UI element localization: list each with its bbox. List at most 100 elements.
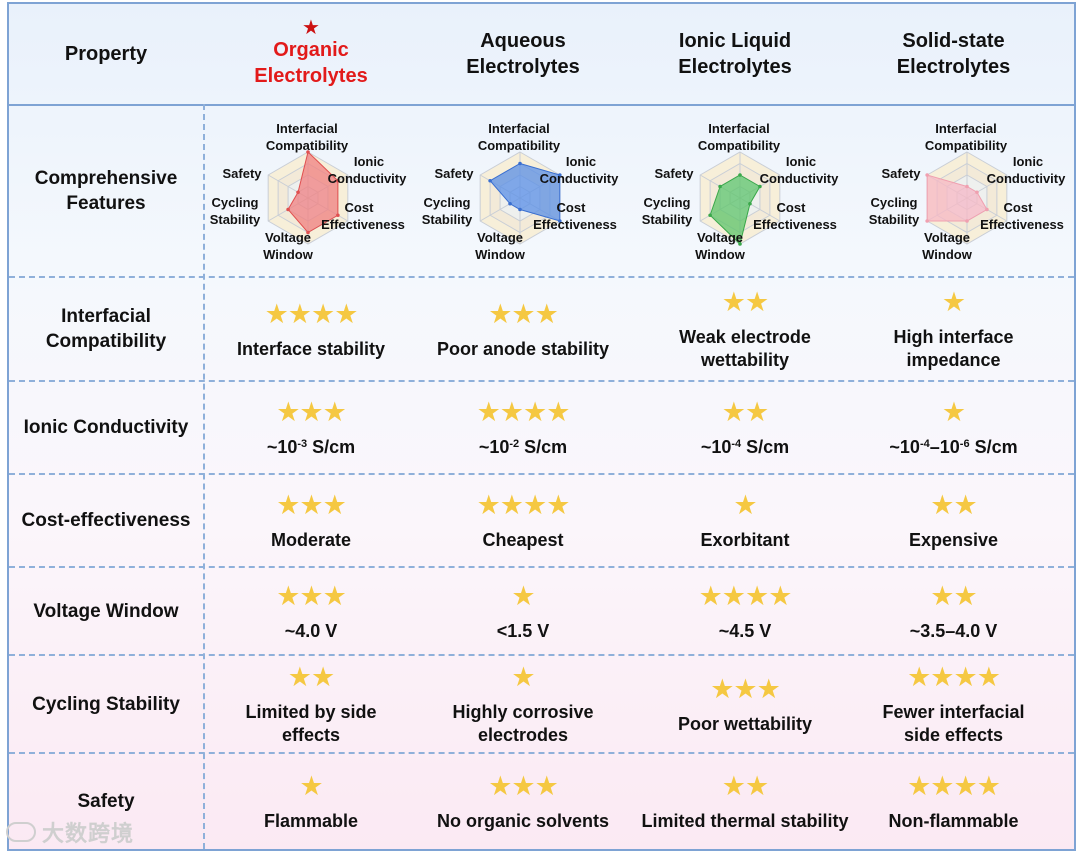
desc-line: Limited thermal stability: [641, 811, 849, 831]
cell-description: Limited thermal stability: [641, 810, 848, 833]
cell-description: Limited by side effects: [245, 701, 376, 747]
cell-cost-solid-state: ★★ Expensive: [841, 475, 1066, 566]
cell-description: Interface stability: [237, 338, 385, 361]
desc-line: Highly corrosive: [452, 702, 594, 722]
star-rating-icon: ★★: [721, 771, 769, 801]
cell-ionic-solid-state: ★ ~10-4–10-6 S/cm: [841, 382, 1066, 473]
star-rating-icon: ★★: [930, 580, 977, 611]
row-label-voltage: Voltage Window: [9, 568, 203, 654]
radar-point: [518, 207, 522, 212]
cell-description: Highly corrosive electrodes: [452, 701, 593, 747]
star-rating-icon: ★: [733, 490, 757, 520]
column-divider: [203, 104, 205, 849]
star-rating-icon: ★: [941, 287, 966, 317]
radar-point: [748, 201, 752, 206]
header-property: Property: [9, 4, 203, 104]
desc-line: Expensive: [908, 530, 999, 550]
radar-point: [488, 178, 492, 183]
axis-label-compatibility: Compatibility: [266, 138, 349, 153]
cell-description: Weak electrode wettability: [679, 326, 811, 372]
radar-point: [985, 207, 989, 212]
axis-label-cycling: Cycling: [212, 195, 259, 210]
axis-label-compatibility: Compatibility: [698, 138, 781, 153]
axis-label-ionic: Ionic: [786, 154, 816, 169]
cell-cost-aqueous: ★★★★ Cheapest: [417, 475, 629, 566]
cell-safety-aqueous: ★★★ No organic solvents: [417, 754, 629, 849]
row-divider: [9, 654, 1074, 656]
cell-ionic-aqueous: ★★★★ ~10-2 S/cm: [417, 382, 629, 473]
star-rating-icon: ★: [941, 397, 966, 427]
radar-point: [738, 242, 742, 246]
axis-label-stability: Stability: [422, 212, 473, 227]
cell-ionic-organic: ★★★ ~10-3 S/cm: [205, 382, 417, 473]
cell-description: Non-flammable: [888, 810, 1018, 833]
header-solid-state-line1: Solid-state: [902, 30, 1005, 52]
axis-label-cycling: Cycling: [424, 195, 471, 210]
axis-label-cost: Cost: [557, 200, 587, 215]
radar-point: [558, 219, 562, 223]
desc-line: side effects: [903, 725, 1004, 745]
star-rating-icon: ★★★: [276, 580, 347, 611]
radar-point: [306, 230, 310, 235]
cell-cycling-ionic-liquid: ★★★ Poor wettability: [629, 656, 861, 752]
header-ionic-liquid: Ionic Liquid Electrolytes: [629, 4, 841, 104]
comparison-table: Property ★ Organic Electrolytes Aqueous …: [7, 2, 1076, 851]
cell-description: Cheapest: [482, 529, 563, 552]
axis-label-voltage: Voltage: [697, 230, 743, 245]
star-rating-icon: ★★★★: [476, 397, 571, 427]
radar-point: [925, 173, 929, 177]
radar-point: [336, 178, 340, 183]
desc-line: Non-flammable: [888, 811, 1019, 831]
star-rating-icon: ★★★: [710, 673, 781, 704]
header-organic: ★ Organic Electrolytes: [205, 4, 417, 104]
exponent: -3: [297, 438, 308, 450]
star-rating-icon: ★: [299, 771, 323, 801]
radar-point: [758, 184, 762, 189]
radar-point: [306, 150, 310, 154]
row-label-line: Ionic Conductivity: [23, 417, 189, 438]
radar-point: [738, 173, 742, 177]
axis-label-effectiveness: Effectiveness: [753, 217, 837, 232]
radar-point: [508, 201, 512, 206]
star-rating-icon: ★★★★: [907, 771, 1001, 801]
axis-label-ionic: Ionic: [1013, 154, 1043, 169]
axis-label-window: Window: [475, 247, 526, 262]
cell-description: Poor wettability: [678, 713, 812, 736]
star-rating-icon: ★★★: [488, 298, 559, 329]
header-organic-line2: Electrolytes: [254, 65, 368, 87]
exponent: -4: [731, 438, 742, 450]
star-rating-icon: ★: [511, 580, 535, 611]
header-solid-state: Solid-state Electrolytes: [841, 4, 1066, 104]
header-organic-line1: Organic: [273, 39, 349, 61]
cell-safety-organic: ★ Flammable: [205, 754, 417, 849]
cell-interfacial-organic: ★★★★ Interface stability: [205, 278, 417, 380]
row-label-line: Cycling Stability: [32, 693, 180, 715]
cell-description: ~3.5–4.0 V: [910, 620, 998, 643]
cell-description: Moderate: [271, 529, 351, 552]
star-rating-icon: ★★★★: [264, 298, 359, 329]
cell-ionic-ionic-liquid: ★★ ~10-4 S/cm: [629, 382, 861, 473]
row-label-line: Cost-effectiveness: [21, 510, 191, 531]
desc-text: ~10: [889, 437, 920, 457]
row-divider: [9, 380, 1074, 382]
header-ionic-liquid-line1: Ionic Liquid: [678, 30, 792, 52]
header-solid-state-line2: Electrolytes: [896, 56, 1011, 78]
row-divider: [9, 566, 1074, 568]
cell-cycling-solid-state: ★★★★ Fewer interfacial side effects: [841, 656, 1066, 752]
radar-point: [558, 173, 562, 177]
axis-label-stability: Stability: [869, 212, 920, 227]
row-label-interfacial: Interfacial Compatibility: [9, 278, 203, 380]
cell-voltage-aqueous: ★ <1.5 V: [417, 568, 629, 654]
desc-line: electrodes: [477, 725, 569, 745]
row-label-cycling: Cycling Stability: [9, 656, 203, 752]
desc-line: Exorbitant: [700, 530, 790, 550]
cell-description: ~10-4–10-6 S/cm: [889, 436, 1017, 459]
axis-label-stability: Stability: [642, 212, 693, 227]
highlight-star-icon: ★: [302, 17, 320, 39]
star-rating-icon: ★★★★: [476, 490, 571, 520]
cell-description: High interface impedance: [893, 326, 1013, 372]
star-rating-icon: ★★★★: [907, 662, 1001, 692]
desc-line: ~4.5 V: [718, 620, 772, 641]
desc-line: impedance: [906, 350, 1001, 370]
axis-label-interfacial: Interfacial: [276, 121, 337, 136]
